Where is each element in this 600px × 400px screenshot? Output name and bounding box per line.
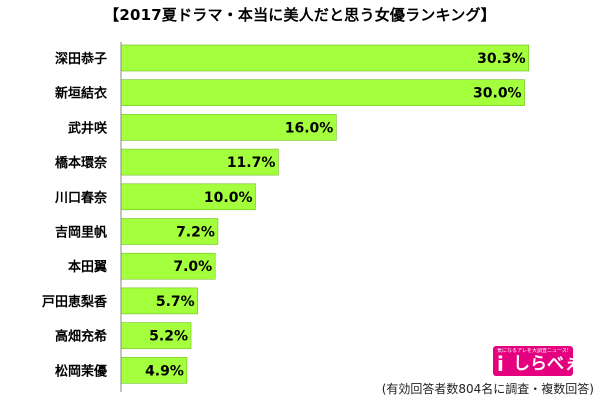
category-label-6: 吉岡里帆 (55, 226, 107, 241)
value-label-1: 30.3% (477, 51, 526, 67)
bar-1 (120, 44, 530, 72)
bars-layer (120, 44, 530, 384)
value-label-5: 10.0% (204, 190, 253, 206)
logo-name: しらべぇ (513, 354, 573, 374)
category-label-10: 松岡茉優 (55, 363, 108, 379)
shirabee-logo: 気になるアレを大調査ニュース! i しらべぇ (493, 346, 573, 376)
category-label-3: 武井咲 (68, 120, 108, 136)
category-label-8: 戸田恵梨香 (42, 294, 108, 310)
logo-i-icon: i (497, 352, 504, 376)
category-label-1: 深田恭子 (55, 51, 107, 67)
value-label-9: 5.2% (149, 329, 188, 345)
category-label-4: 橋本環奈 (55, 155, 108, 171)
logo-tagline: 気になるアレを大調査ニュース! (497, 348, 569, 354)
value-label-6: 7.2% (176, 225, 215, 241)
value-label-8: 5.7% (156, 294, 195, 310)
bar-7 (120, 252, 216, 280)
bar-4 (120, 148, 279, 176)
category-label-7: 本田翼 (68, 259, 107, 275)
bar-9 (120, 322, 192, 349)
bar-10 (120, 356, 188, 384)
value-label-7: 7.0% (173, 259, 212, 275)
value-label-4: 11.7% (227, 155, 276, 171)
category-label-5: 川口春奈 (54, 190, 108, 206)
chart-title: 【2017夏ドラマ・本当に美人だと思う女優ランキング】 (104, 6, 496, 24)
bar-2 (120, 79, 525, 106)
bar-5 (120, 183, 256, 211)
category-label-9: 高畑充希 (55, 329, 107, 345)
value-label-10: 4.9% (145, 363, 184, 379)
value-label-2: 30.0% (473, 86, 522, 102)
value-label-3: 16.0% (285, 120, 334, 136)
footnote: (有効回答者数804名に調査・複数回答) (381, 382, 594, 396)
labels-layer: 深田恭子 30.3% 新垣結衣 30.0% 武井咲 16.0% 橋本環奈 11.7% 川口春奈 1… (42, 51, 526, 379)
bar-8 (120, 287, 198, 315)
bar-6 (120, 218, 219, 245)
category-label-2: 新垣結衣 (55, 86, 107, 102)
